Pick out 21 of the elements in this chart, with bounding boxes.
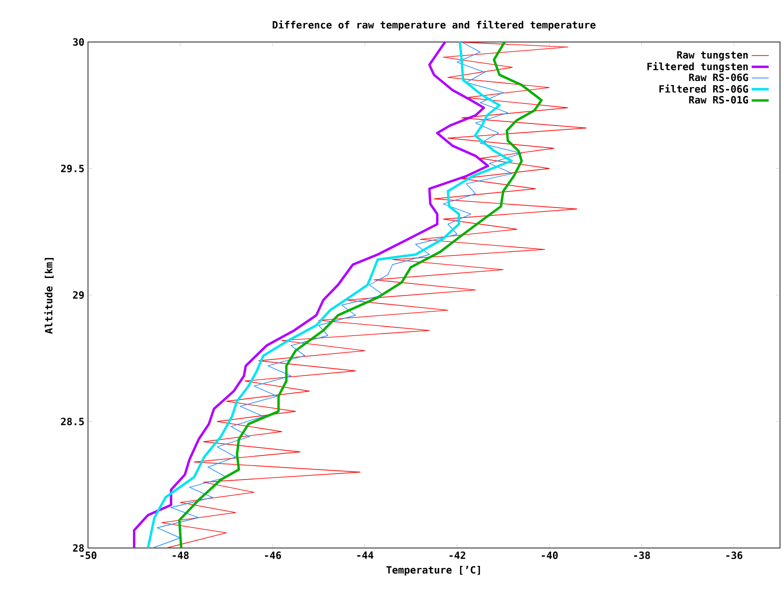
y-tick-label: 29.5 [61, 164, 84, 172]
x-tick-label: -48 [172, 552, 189, 560]
x-tick-label: -38 [634, 552, 650, 560]
legend-label: Raw RS-06G [689, 74, 748, 82]
y-axis-title: Altitude [km] [44, 258, 54, 334]
y-tick-label: 29 [73, 291, 84, 299]
x-tick-label: -40 [542, 552, 558, 560]
x-axis-title: Temperature [’C] [386, 566, 480, 576]
legend-label: Raw RS-01G [689, 96, 748, 104]
y-tick-label: 28 [73, 544, 84, 552]
x-tick-label: -42 [450, 552, 466, 559]
x-tick-label: -44 [357, 552, 374, 559]
x-tick-label: -36 [726, 552, 742, 560]
chart-title: Difference of raw temperature and filtered temperature [272, 20, 596, 31]
x-tick-label: -46 [265, 552, 282, 560]
legend-label: Filtered RS-06G [659, 84, 748, 93]
y-tick-label: 30 [73, 38, 84, 46]
legend-label: Raw tungsten [677, 51, 748, 61]
legend-label: Filtered tungsten [647, 62, 748, 72]
y-tick-label: 28.5 [61, 418, 84, 426]
x-tick-label: -50 [80, 552, 96, 560]
